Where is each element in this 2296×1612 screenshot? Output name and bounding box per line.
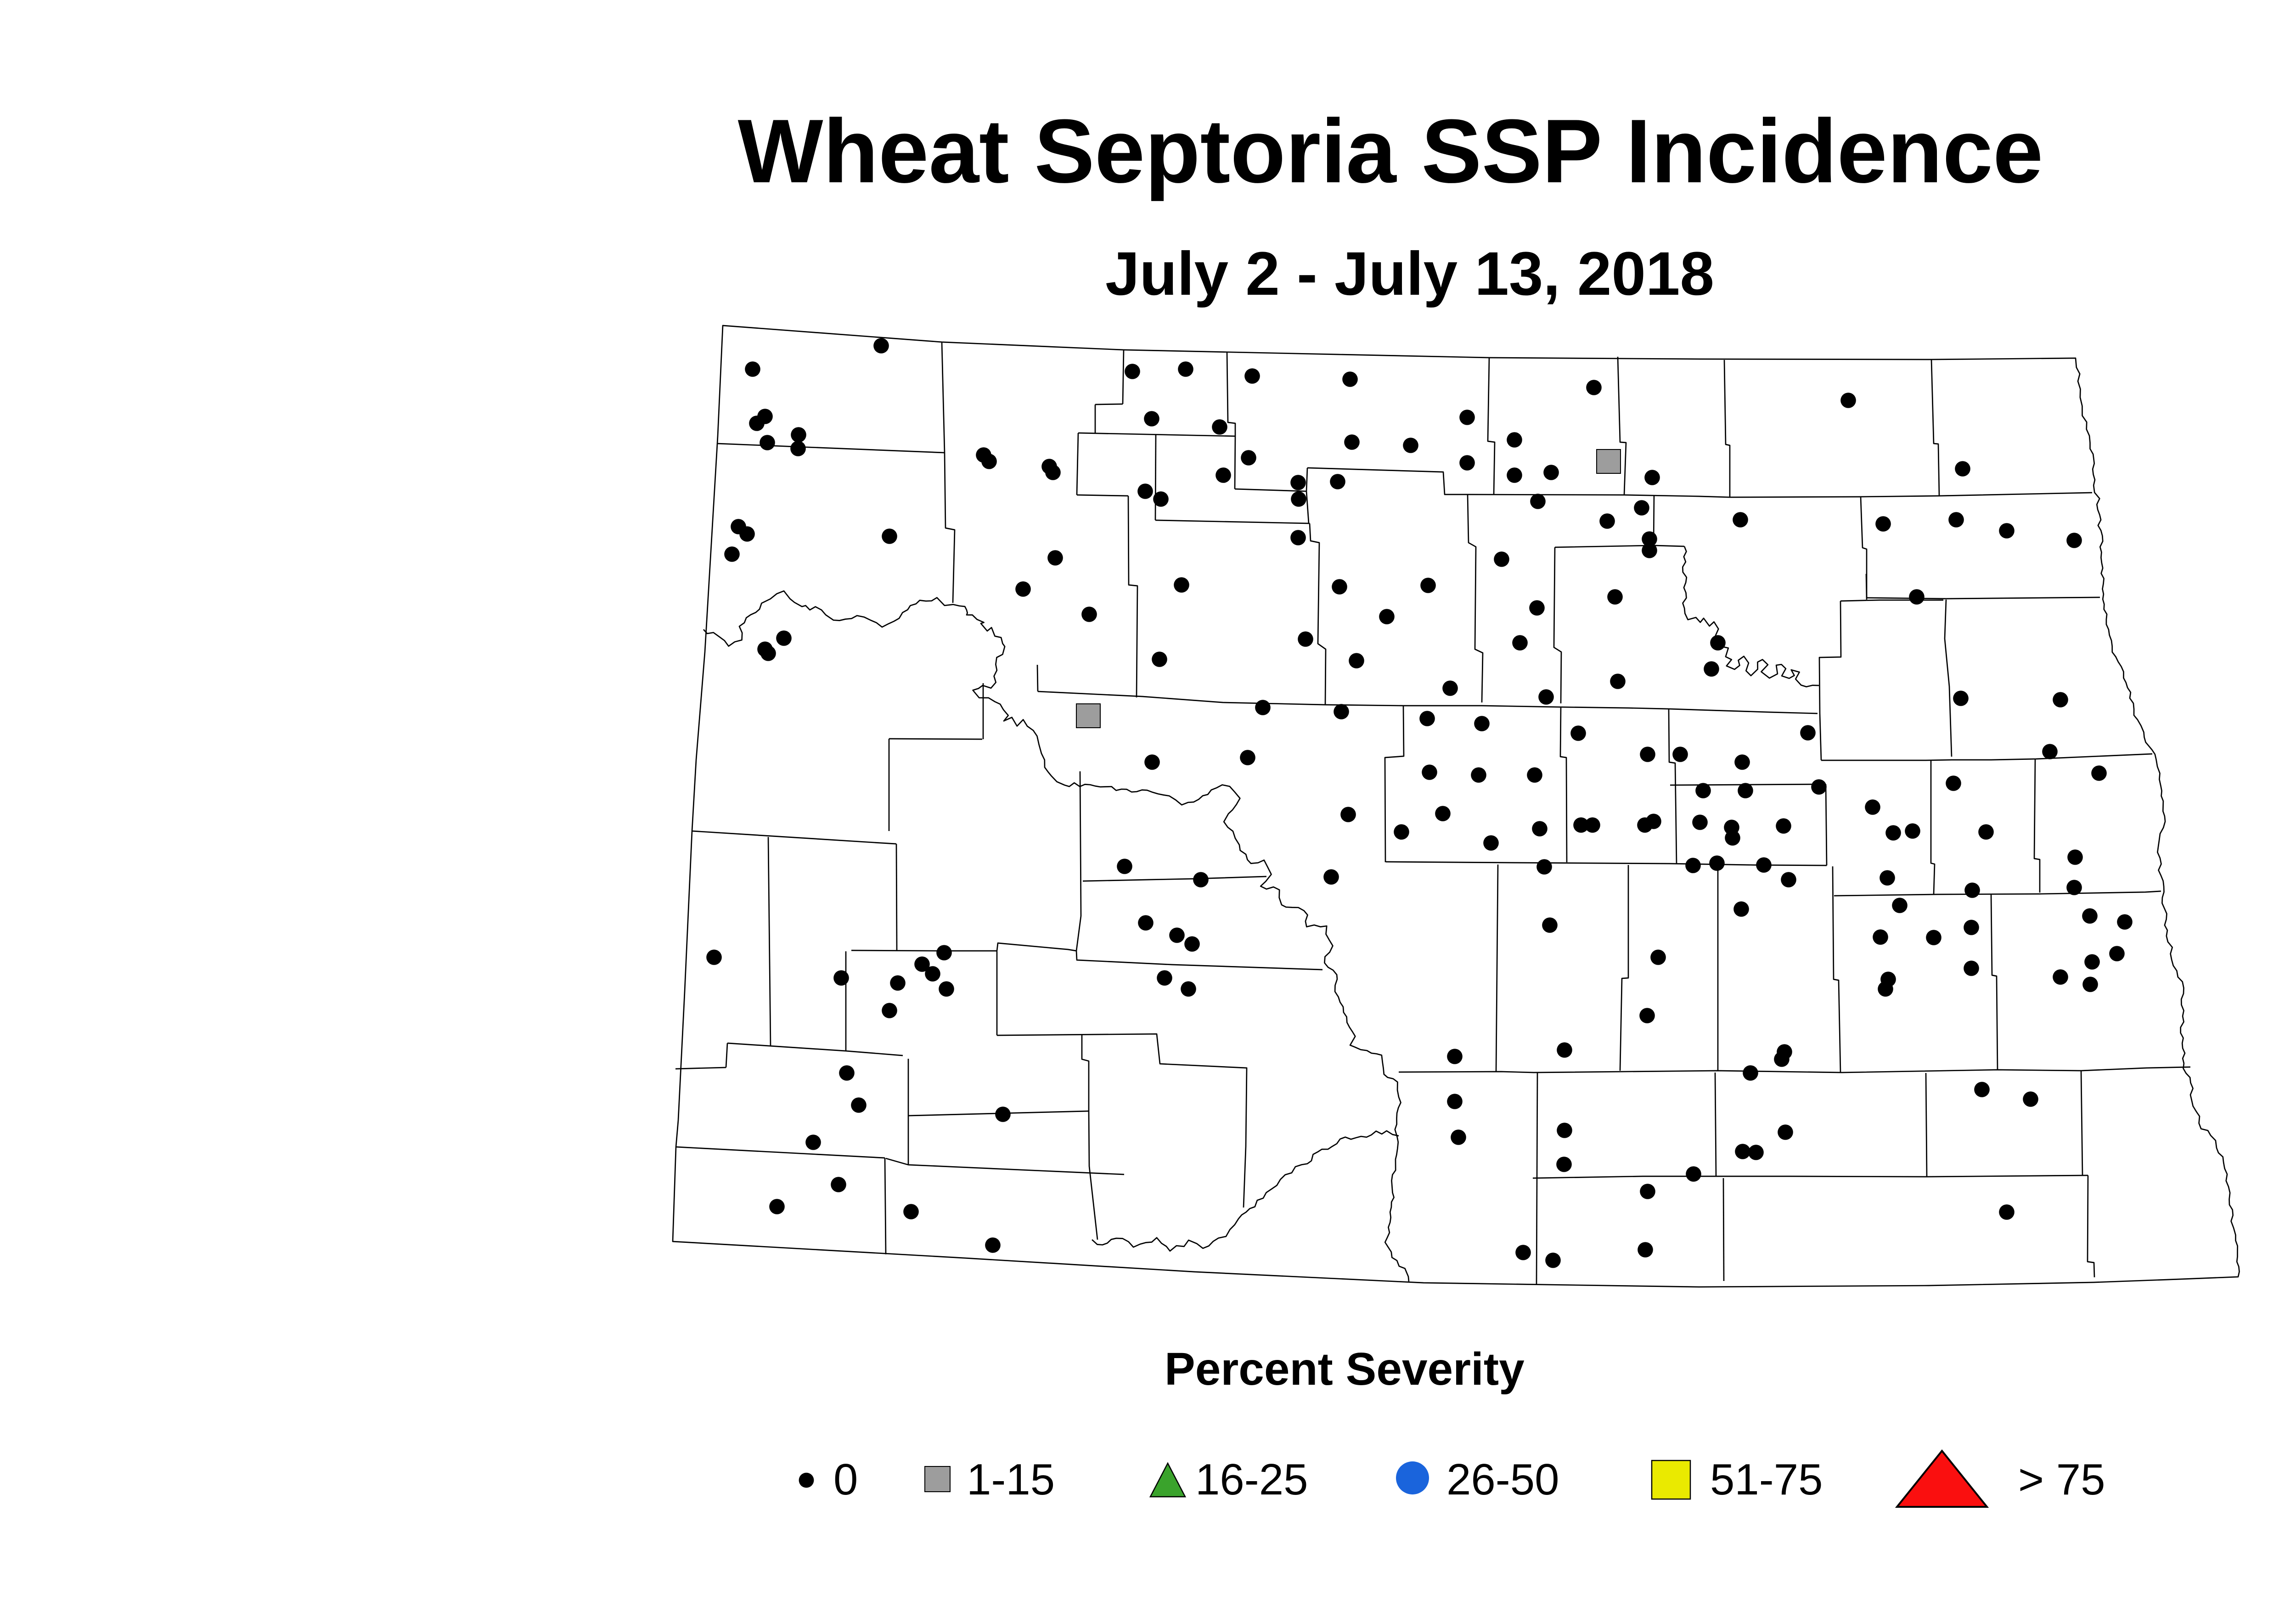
svg-text:16-25: 16-25 [1195, 1455, 1308, 1504]
svg-text:Percent Severity: Percent Severity [1165, 1343, 1525, 1395]
svg-text:0: 0 [833, 1455, 858, 1504]
svg-text:Wheat Septoria SSP Incidence: Wheat Septoria SSP Incidence [738, 101, 2043, 202]
svg-text:1-15: 1-15 [967, 1455, 1055, 1504]
svg-text:51-75: 51-75 [1710, 1455, 1823, 1504]
svg-text:26-50: 26-50 [1446, 1455, 1559, 1504]
svg-text:> 75: > 75 [2018, 1455, 2105, 1504]
svg-text:July 2 - July 13, 2018: July 2 - July 13, 2018 [1105, 240, 1714, 308]
